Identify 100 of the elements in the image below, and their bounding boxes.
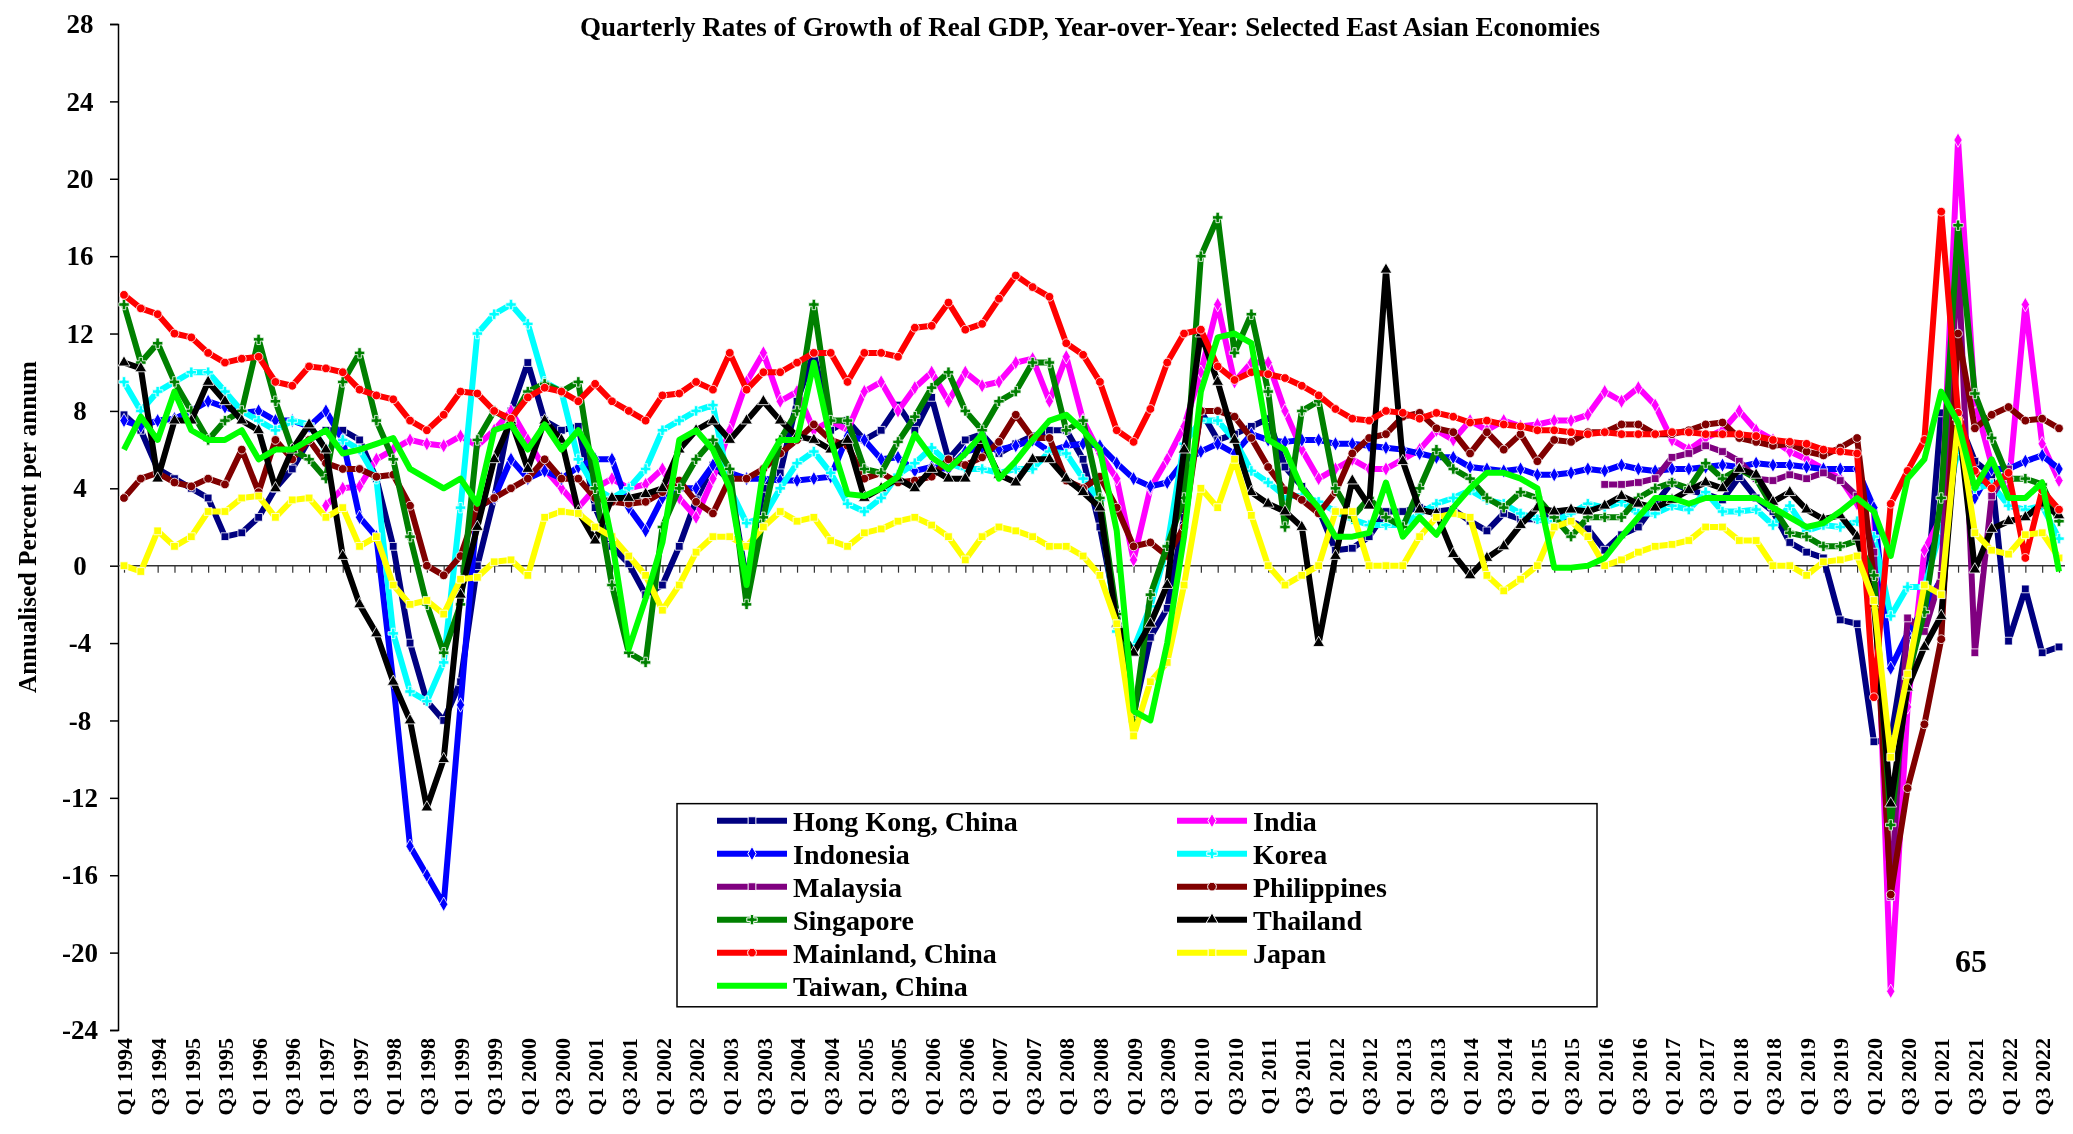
x-tick-label: Q1 1995 [179,1038,205,1116]
x-tick-label: Q1 1998 [381,1038,407,1116]
y-tick-label: 8 [73,396,87,427]
x-tick-label: Q3 2006 [953,1038,979,1116]
x-tick-label: Q3 1994 [145,1038,171,1116]
x-tick-label: Q1 2022 [1996,1038,2022,1116]
x-tick-label: Q1 2019 [1794,1038,1820,1116]
legend-label: Singapore [793,904,914,936]
x-tick-label: Q1 2008 [1054,1038,1080,1116]
y-tick-label: -4 [68,628,92,659]
y-tick-label: 28 [66,9,94,40]
legend-label: Malaysia [793,871,902,903]
chart-title: Quarterly Rates of Growth of Real GDP, Year-over-Year: Selected East Asian Economies [580,12,1600,42]
legend-label: Taiwan, China [793,970,968,1002]
legend-label: Thailand [1253,904,1363,936]
point [1987,491,1996,501]
x-tick-label: Q3 1995 [213,1038,239,1116]
x-tick-label: Q3 1997 [347,1038,373,1116]
point [1835,476,1845,485]
annotation: 65 [1955,942,1987,979]
point [1718,447,1727,456]
point [1634,478,1643,487]
x-tick-label: Q3 2004 [818,1038,844,1116]
x-tick-label: Q1 1994 [112,1038,138,1116]
x-tick-label: Q1 2012 [1323,1038,1349,1116]
x-tick-label: Q3 2000 [549,1038,575,1116]
x-tick-label: Q3 1998 [415,1038,441,1116]
point [1684,449,1694,458]
x-tick-label: Q1 2006 [919,1038,945,1116]
x-tick-label: Q1 2017 [1660,1038,1686,1116]
point [1600,480,1609,489]
point [1903,613,1912,623]
x-tick-label: Q1 2013 [1390,1038,1416,1116]
x-tick-label: Q1 2014 [1458,1038,1484,1116]
y-tick-label: -12 [62,782,98,813]
x-tick-label: Q3 2005 [886,1038,912,1116]
x-tick-label: Q1 2003 [717,1038,743,1116]
x-tick-label: Q1 2002 [650,1038,676,1116]
point [1819,468,1828,478]
y-tick-label: 16 [66,241,94,272]
point [1768,476,1778,485]
x-tick-label: Q3 2014 [1491,1038,1517,1116]
y-tick-label: -16 [62,860,98,891]
x-tick-label: Q1 1997 [314,1038,340,1116]
x-tick-label: Q1 2007 [987,1038,1013,1116]
legend-label: Philippines [1253,871,1387,903]
x-tick-label: Q1 2021 [1929,1038,1955,1116]
x-tick-label: Q3 2013 [1424,1038,1450,1116]
x-tick-label: Q3 1999 [482,1038,508,1116]
x-tick-label: Q3 1996 [280,1038,306,1116]
y-tick-label: 4 [73,473,87,504]
legend-label: Indonesia [793,838,910,870]
point [1617,480,1626,489]
point [1667,453,1677,462]
point [1970,648,1980,658]
y-tick-label: 24 [66,86,94,117]
x-tick-label: Q3 2015 [1559,1038,1585,1116]
x-tick-label: Q3 2001 [616,1038,642,1116]
y-tick-label: 12 [66,318,94,349]
legend-label: Hong Kong, China [793,805,1018,837]
y-tick-label: -24 [62,1015,98,1046]
x-tick-label: Q3 2011 [1290,1038,1316,1115]
x-tick-label: Q1 2004 [785,1038,811,1116]
point [1785,470,1795,480]
x-tick-label: Q3 2010 [1222,1038,1248,1116]
legend-label: Mainland, China [793,937,997,969]
x-tick-label: Q1 1999 [448,1038,474,1116]
x-tick-label: Q1 1996 [246,1038,272,1116]
x-tick-label: Q3 2008 [1088,1038,1114,1116]
y-tick-label: -8 [68,705,92,736]
x-tick-label: Q3 2021 [1963,1038,1989,1116]
x-tick-label: Q1 2009 [1121,1038,1147,1116]
x-tick-label: Q1 2010 [1189,1038,1215,1116]
x-tick-label: Q3 2012 [1357,1038,1383,1116]
legend-label: Korea [1253,838,1328,870]
y-tick-label: 20 [66,163,94,194]
x-tick-label: Q3 2019 [1828,1038,1854,1116]
x-tick-label: Q3 2017 [1693,1038,1719,1116]
point [1701,441,1710,451]
y-tick-label: 0 [73,550,87,581]
y-tick-label: -20 [62,937,98,968]
x-tick-label: Q1 2000 [516,1038,542,1116]
legend-label: India [1253,805,1317,837]
x-tick-label: Q1 2015 [1525,1038,1551,1116]
x-tick-label: Q1 2005 [852,1038,878,1116]
x-tick-label: Q3 2002 [684,1038,710,1116]
x-tick-label: Q1 2020 [1862,1038,1888,1116]
point [1650,474,1660,483]
x-tick-label: Q3 2018 [1761,1038,1787,1116]
x-tick-label: Q1 2011 [1256,1038,1282,1115]
x-tick-label: Q1 2016 [1592,1038,1618,1116]
legend-label: Japan [1253,937,1327,969]
x-tick-label: Q3 2020 [1895,1038,1921,1116]
y-axis-title: Annualised Percent per annum [14,360,41,693]
x-tick-label: Q3 2007 [1020,1038,1046,1116]
x-tick-label: Q1 2001 [583,1038,609,1116]
x-tick-label: Q3 2016 [1626,1038,1652,1116]
x-tick-label: Q3 2022 [2030,1038,2056,1116]
x-tick-label: Q1 2018 [1727,1038,1753,1116]
point [1802,474,1811,483]
